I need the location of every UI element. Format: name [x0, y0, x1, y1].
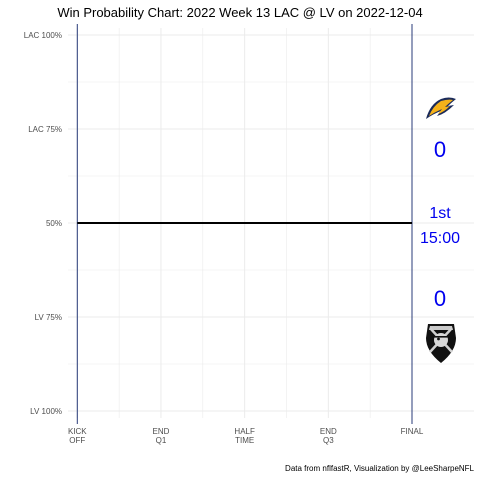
chargers-logo-icon	[426, 97, 456, 119]
raiders-logo-icon	[426, 324, 456, 363]
game-clock-quarter: 1st	[429, 205, 451, 222]
x-tick-label: END	[320, 427, 337, 436]
x-tick-label-line2: TIME	[235, 436, 254, 445]
chart-caption: Data from nflfastR, Visualization by @Le…	[285, 464, 475, 473]
x-tick-label: END	[153, 427, 170, 436]
y-tick-label: 50%	[46, 219, 62, 228]
y-tick-label: LV 75%	[35, 313, 62, 322]
game-clock-time: 15:00	[420, 230, 460, 247]
x-tick-label-line2: Q3	[323, 436, 334, 445]
x-tick-label-line2: OFF	[69, 436, 85, 445]
y-tick-label: LV 100%	[30, 407, 62, 416]
away-team-score: 0	[434, 137, 446, 162]
x-tick-label: FINAL	[401, 427, 424, 436]
home-team-score: 0	[434, 286, 446, 311]
chart-title: Win Probability Chart: 2022 Week 13 LAC …	[57, 5, 422, 20]
x-tick-label: HALF	[234, 427, 255, 436]
x-tick-label-line2: Q1	[156, 436, 167, 445]
y-tick-label: LAC 100%	[24, 31, 62, 40]
y-tick-label: LAC 75%	[28, 125, 62, 134]
x-tick-label: KICK	[68, 427, 87, 436]
